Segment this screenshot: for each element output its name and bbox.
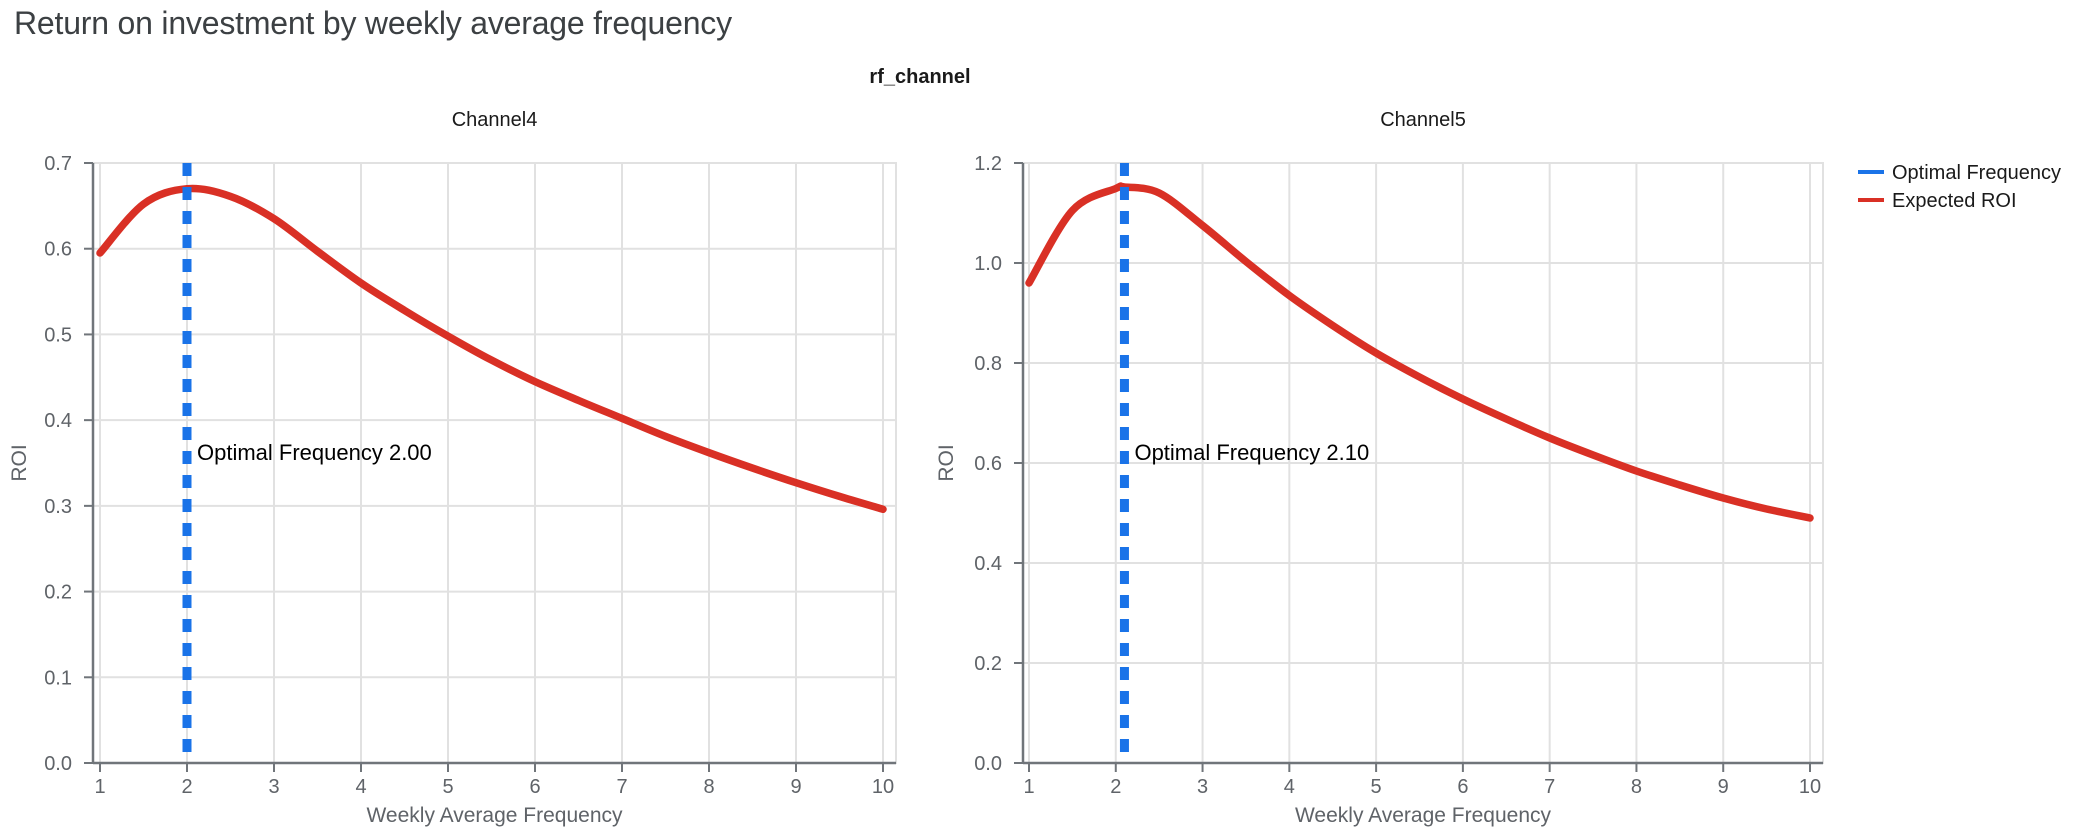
x-axis-title: Weekly Average Frequency xyxy=(366,804,623,827)
y-tick-label: 0.8 xyxy=(974,353,1002,375)
page-title: Return on investment by weekly average f… xyxy=(14,5,732,41)
y-tick-label: 0.0 xyxy=(974,753,1002,775)
y-tick-label: 0.1 xyxy=(44,667,72,689)
facet-title: rf_channel xyxy=(869,66,971,88)
x-tick-label: 2 xyxy=(181,776,192,798)
x-tick-label: 6 xyxy=(1457,776,1468,798)
x-tick-label: 3 xyxy=(1197,776,1208,798)
x-tick-label: 6 xyxy=(529,776,540,798)
x-tick-label: 10 xyxy=(872,776,894,798)
y-tick-label: 0.4 xyxy=(974,553,1002,575)
y-tick-label: 0.6 xyxy=(44,239,72,261)
x-tick-label: 5 xyxy=(442,776,453,798)
y-tick-label: 1.2 xyxy=(974,153,1002,175)
panel-title: Channel5 xyxy=(1380,109,1466,131)
x-tick-label: 1 xyxy=(94,776,105,798)
y-tick-label: 0.0 xyxy=(44,753,72,775)
panel-channel5: 0.0 0.2 0.4 0.6 0.8 1.0 1.2 1 2 3 4 5 6 7 8 9 10 Weekly A… xyxy=(935,109,1824,827)
x-tick-label: 7 xyxy=(616,776,627,798)
legend-label: Expected ROI xyxy=(1892,190,2017,212)
x-tick-label: 5 xyxy=(1371,776,1382,798)
x-tick-label: 9 xyxy=(790,776,801,798)
y-tick-label: 0.7 xyxy=(44,153,72,175)
expected-roi-curve xyxy=(96,184,887,514)
x-tick-label: 10 xyxy=(1799,776,1821,798)
x-tick-label: 2 xyxy=(1110,776,1121,798)
x-tick-label: 4 xyxy=(355,776,366,798)
panel-channel4: 0.0 0.1 0.2 0.3 0.4 0.5 0.6 0.7 1 2 3 4 5 6 7 8 9 10 Weekl… xyxy=(8,109,897,827)
x-tick-label: 8 xyxy=(1631,776,1642,798)
y-tick-label: 0.2 xyxy=(974,653,1002,675)
x-axis-title: Weekly Average Frequency xyxy=(1295,804,1552,827)
y-tick-label: 0.5 xyxy=(44,324,72,346)
x-tick-label: 1 xyxy=(1023,776,1034,798)
legend-label: Optimal Frequency xyxy=(1892,162,2061,184)
y-tick-label: 0.6 xyxy=(974,453,1002,475)
y-tick-label: 1.0 xyxy=(974,253,1002,275)
x-tick-label: 8 xyxy=(703,776,714,798)
y-axis-title: ROI xyxy=(935,444,958,481)
legend: Optimal Frequency Expected ROI xyxy=(1858,162,2061,212)
optimal-frequency-annotation: Optimal Frequency 2.00 xyxy=(197,440,432,465)
x-tick-label: 3 xyxy=(268,776,279,798)
x-tick-label: 9 xyxy=(1718,776,1729,798)
expected-roi-curve xyxy=(1025,182,1814,522)
y-tick-label: 0.4 xyxy=(44,410,72,432)
y-axis-title: ROI xyxy=(8,444,31,481)
y-tick-label: 0.2 xyxy=(44,582,72,604)
x-tick-label: 4 xyxy=(1284,776,1295,798)
optimal-frequency-annotation: Optimal Frequency 2.10 xyxy=(1134,440,1369,465)
x-tick-label: 7 xyxy=(1544,776,1555,798)
y-tick-label: 0.3 xyxy=(44,496,72,518)
panel-title: Channel4 xyxy=(452,109,538,131)
